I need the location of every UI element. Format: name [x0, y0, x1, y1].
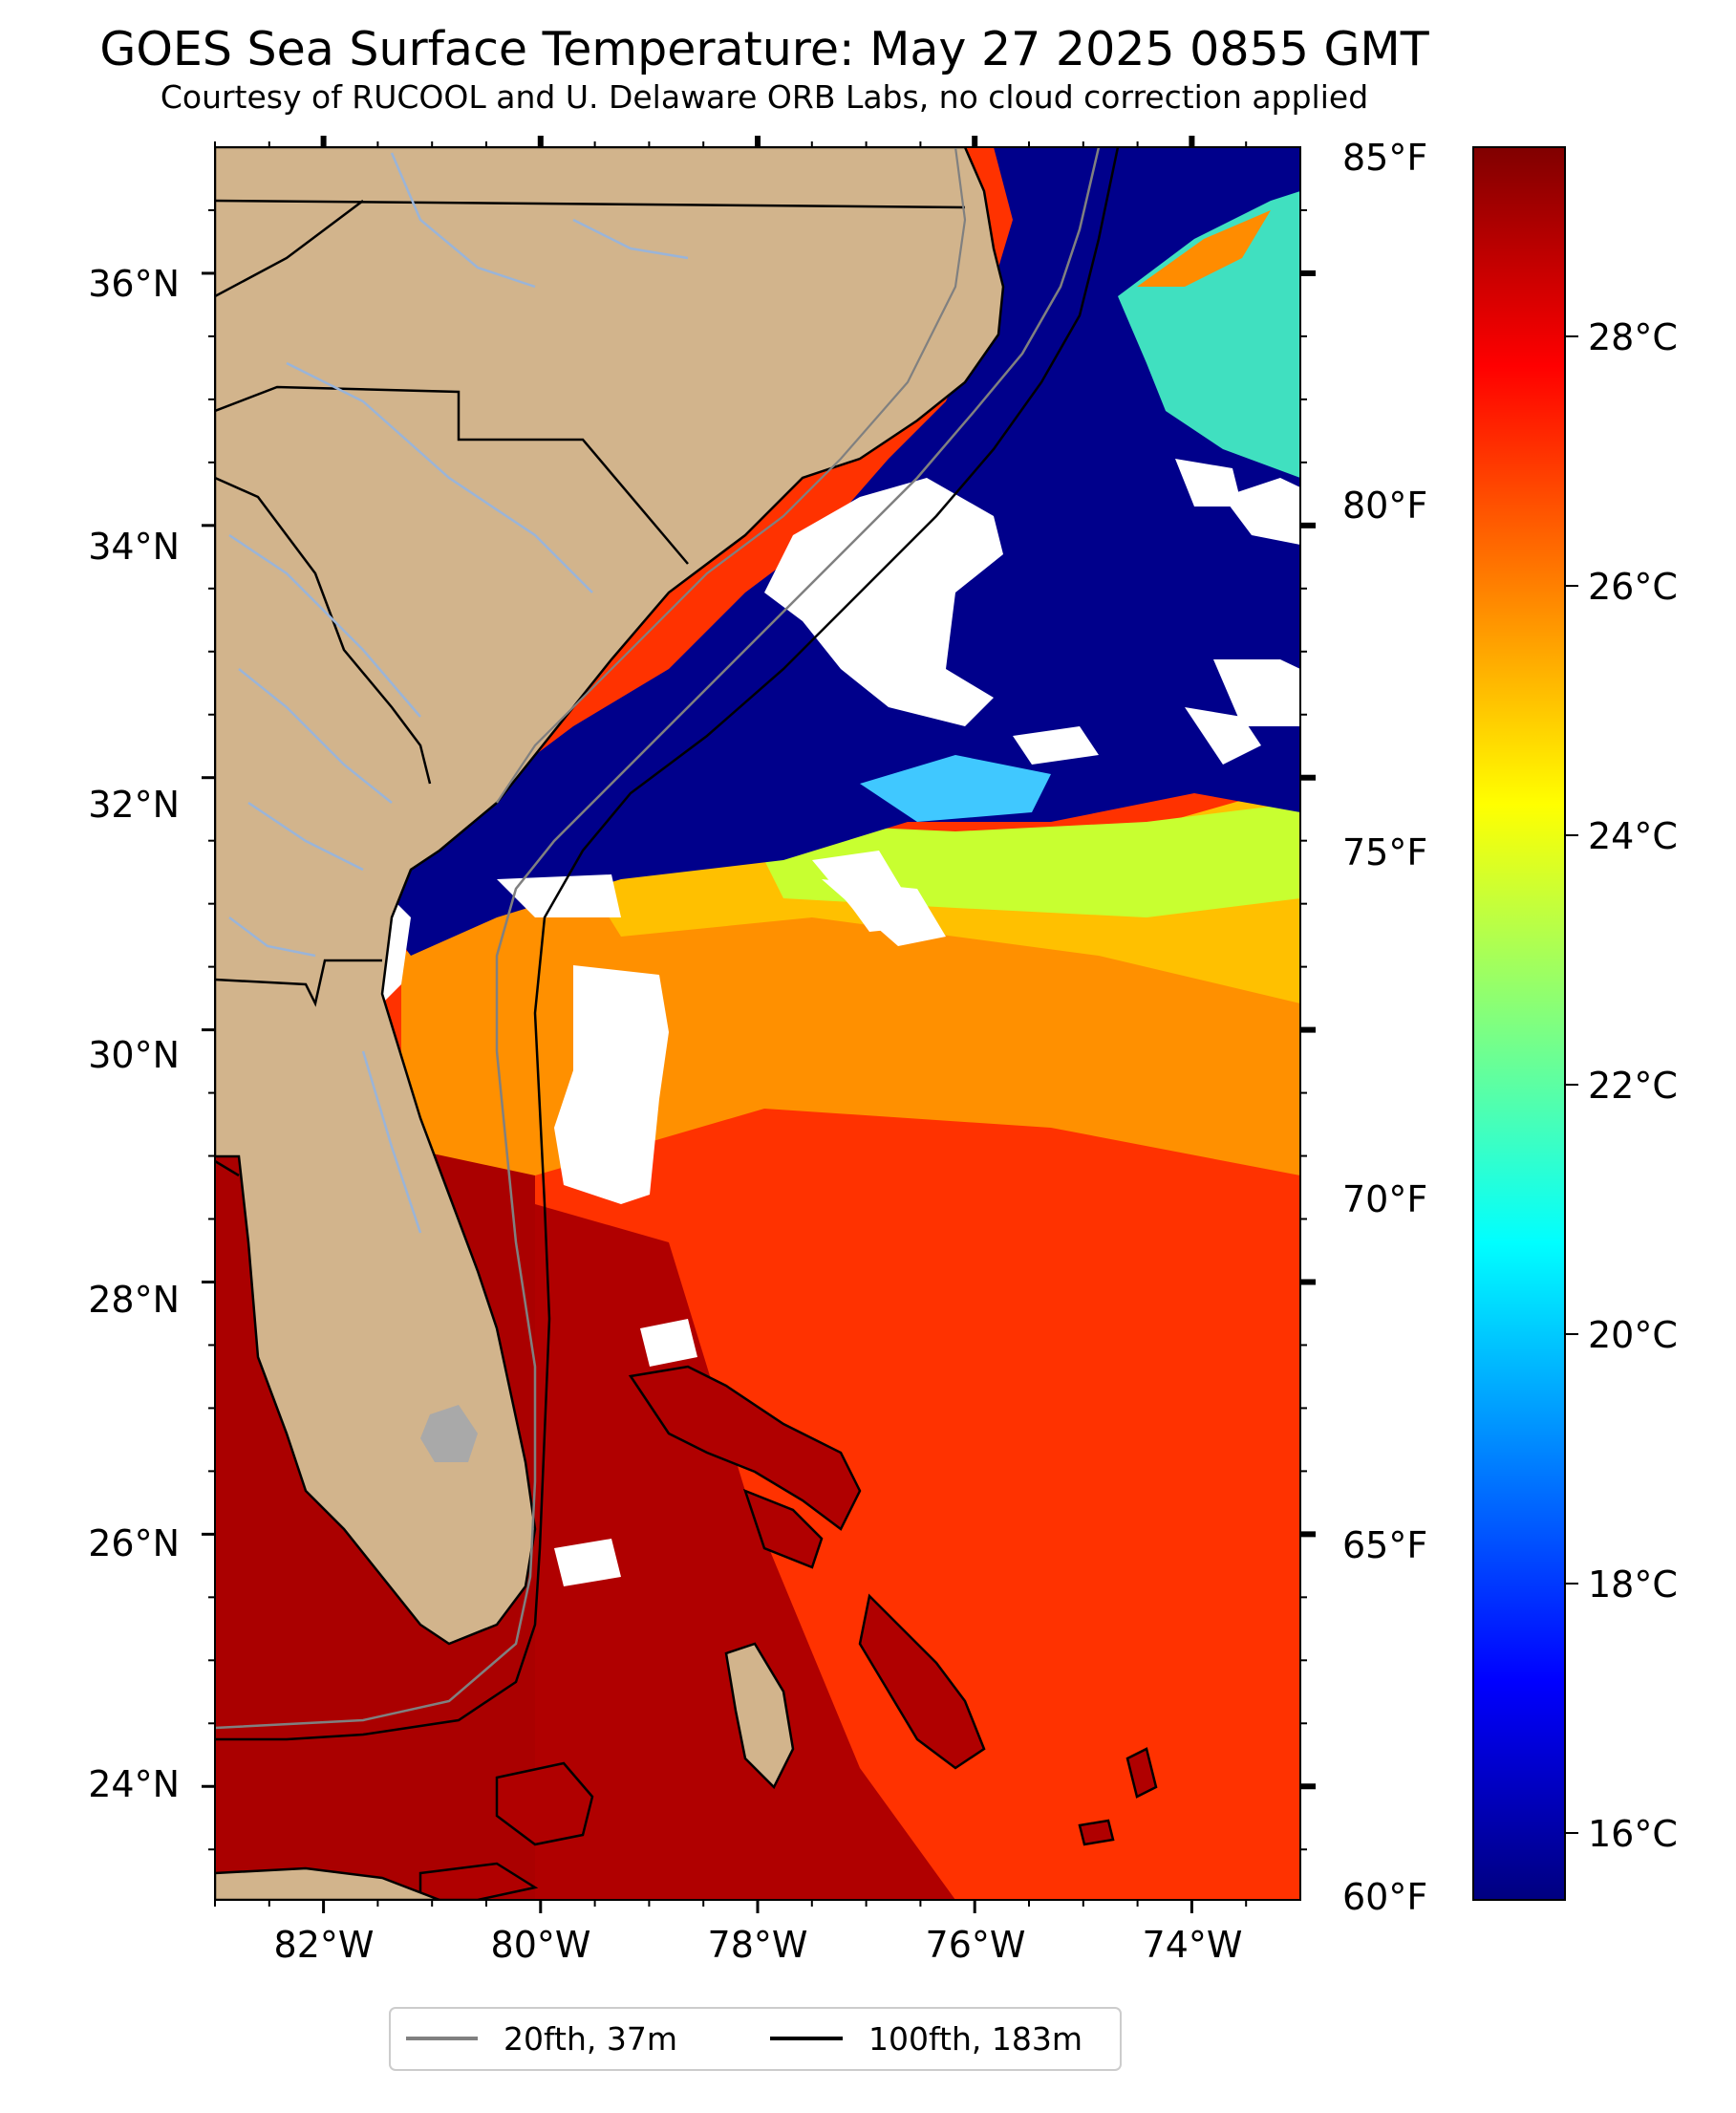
temp-label-26c: 26°C [1588, 566, 1678, 608]
state-borders [215, 199, 966, 1177]
cloud-mask [382, 459, 1300, 1586]
lake-okeechobee [420, 1405, 478, 1462]
isobath-legend: 20fth, 37m 100fth, 183m [389, 2007, 1122, 2071]
isobath-20fth-inner [496, 147, 967, 804]
temp-label-75f: 75°F [1342, 831, 1427, 873]
temp-label-65f: 65°F [1342, 1524, 1427, 1566]
temp-label-70f: 70°F [1342, 1178, 1427, 1220]
legend-box [389, 2007, 1122, 2071]
map-title: GOES Sea Surface Temperature: May 27 202… [99, 22, 1429, 76]
lon-label-82w: 82°W [274, 1924, 375, 1966]
isobath-20fth [215, 147, 1101, 1730]
legend-label-100fth: 100fth, 183m [868, 2020, 1082, 2058]
lon-label-80w: 80°W [491, 1924, 591, 1966]
temp-label-60f: 60°F [1342, 1876, 1427, 1918]
sst-map [215, 147, 1300, 1900]
lon-labels: 82°W 80°W 78°W 76°W 74°W [274, 1924, 1243, 1966]
land-andros [724, 1642, 795, 1790]
celsius-labels: 28°C 26°C 24°C 22°C 20°C 18°C 16°C [1588, 316, 1678, 1855]
lon-label-76w: 76°W [926, 1924, 1026, 1966]
lat-label-30n: 30°N [88, 1034, 180, 1076]
fahrenheit-labels: 85°F 80°F 75°F 70°F 65°F 60°F [1342, 137, 1427, 1918]
lat-label-24n: 24°N [88, 1763, 180, 1805]
lat-label-32n: 32°N [88, 784, 180, 826]
bahamas-islands [418, 1365, 1158, 1900]
temp-label-18c: 18°C [1588, 1563, 1678, 1606]
colorbar [1472, 146, 1566, 1901]
lat-label-28n: 28°N [88, 1279, 180, 1321]
isobath-100fth [215, 147, 1120, 1741]
warm-filament-ne [1137, 210, 1271, 287]
legend-label-20fth: 20fth, 37m [504, 2020, 677, 2058]
map-subtitle: Courtesy of RUCOOL and U. Delaware ORB L… [160, 78, 1369, 116]
map-ticks [202, 136, 1316, 1913]
temp-label-28c: 28°C [1588, 316, 1678, 358]
lon-label-74w: 74°W [1143, 1924, 1243, 1966]
temp-label-20c: 20°C [1588, 1314, 1678, 1356]
lon-label-78w: 78°W [708, 1924, 808, 1966]
cool-patch-ne [1118, 191, 1300, 478]
temp-label-22c: 22°C [1588, 1065, 1678, 1107]
temp-label-16c: 16°C [1588, 1813, 1678, 1855]
lat-label-26n: 26°N [88, 1522, 180, 1564]
lat-label-36n: 36°N [88, 263, 180, 305]
temp-label-85f: 85°F [1342, 137, 1427, 179]
land-southeast-us [215, 147, 1005, 1646]
lat-labels: 36°N 34°N 32°N 30°N 28°N 26°N 24°N [88, 263, 180, 1805]
rivers [228, 152, 689, 1234]
cool-patch-mid [860, 755, 1051, 822]
colorbar-ticks [1565, 335, 1578, 1834]
temp-label-80f: 80°F [1342, 485, 1427, 527]
lat-label-34n: 34°N [88, 526, 180, 568]
temp-label-24c: 24°C [1588, 815, 1678, 857]
land-cuba [215, 1866, 440, 1900]
